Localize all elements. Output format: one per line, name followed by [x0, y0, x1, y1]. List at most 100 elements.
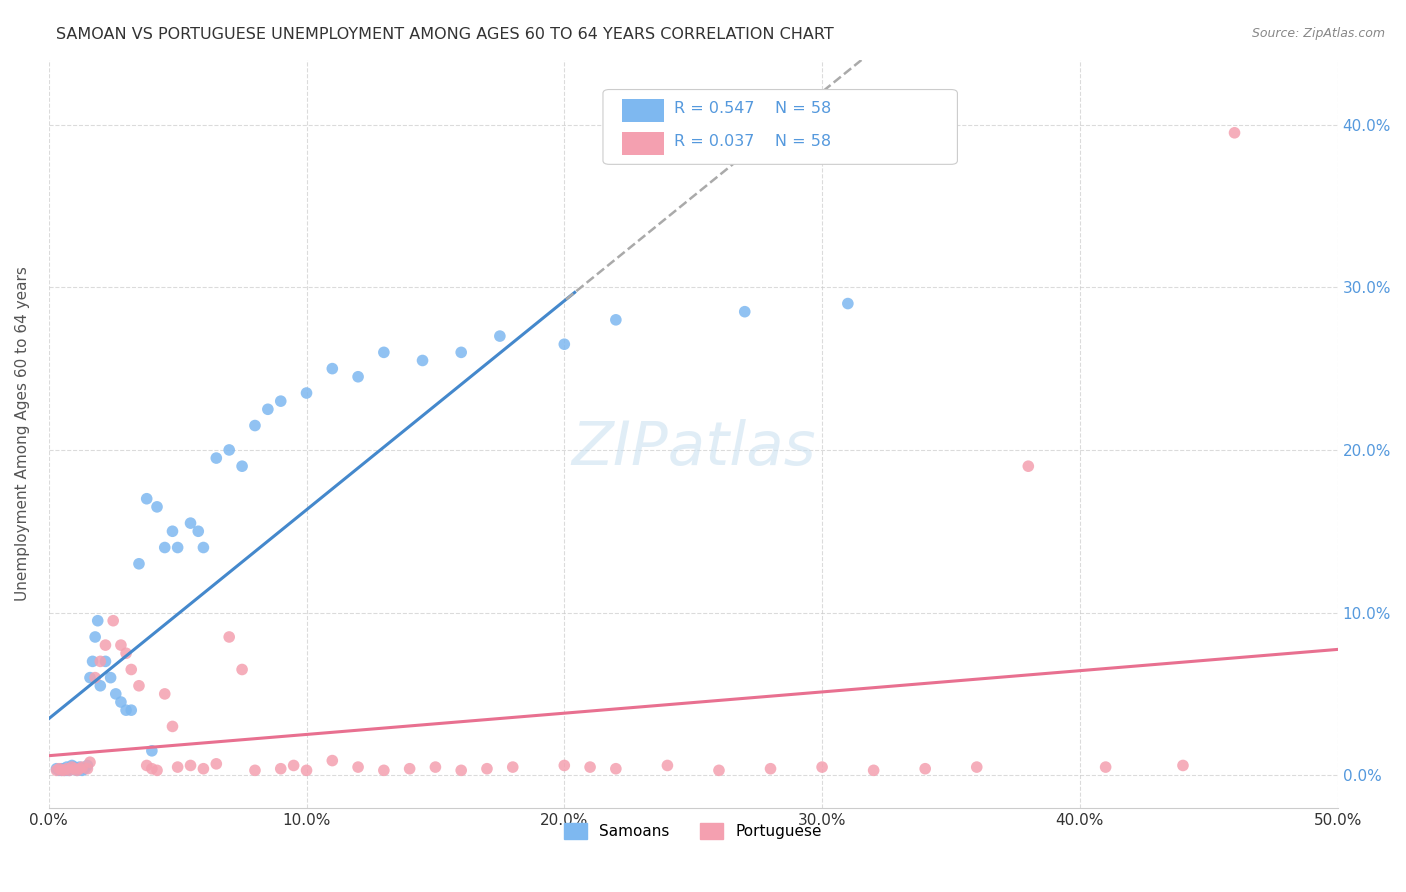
Point [489, 329, 512, 343]
FancyBboxPatch shape [623, 99, 664, 121]
Point [60, 760, 83, 774]
Point [73, 762, 96, 776]
Point [72, 760, 94, 774]
Point [373, 345, 395, 359]
Point [450, 345, 472, 359]
Point [60, 758, 83, 772]
Point [53, 764, 76, 778]
Point [63, 762, 86, 776]
Point [657, 758, 679, 772]
Point [502, 760, 524, 774]
Point [450, 764, 472, 778]
Point [58, 764, 80, 778]
Point [141, 762, 163, 776]
Point [66, 764, 89, 778]
Point [94, 654, 117, 668]
Point [231, 663, 253, 677]
Point [69, 762, 91, 776]
Text: R = 0.037    N = 58: R = 0.037 N = 58 [673, 134, 831, 149]
Point [187, 524, 209, 539]
Point [79, 755, 101, 769]
Point [45, 764, 67, 778]
Point [193, 541, 215, 555]
Point [373, 764, 395, 778]
Point [605, 313, 627, 327]
Point [347, 369, 370, 384]
Point [63, 760, 86, 774]
Point [398, 762, 420, 776]
Point [103, 614, 125, 628]
Point [166, 760, 188, 774]
Point [153, 687, 176, 701]
Point [79, 671, 101, 685]
Point [231, 459, 253, 474]
Point [51, 762, 73, 776]
Point [66, 764, 89, 778]
Legend: Samoans, Portuguese: Samoans, Portuguese [558, 817, 828, 845]
Point [759, 762, 782, 776]
Point [87, 614, 110, 628]
Text: Source: ZipAtlas.com: Source: ZipAtlas.com [1251, 27, 1385, 40]
Point [76, 758, 98, 772]
Point [135, 758, 157, 772]
Text: ZIPatlas: ZIPatlas [571, 419, 815, 478]
Point [84, 630, 107, 644]
Point [1171, 758, 1194, 772]
Point [89, 679, 111, 693]
Point [605, 762, 627, 776]
FancyBboxPatch shape [623, 132, 664, 154]
Point [412, 353, 434, 368]
Point [205, 756, 228, 771]
Point [48, 764, 70, 778]
FancyBboxPatch shape [603, 89, 957, 164]
Point [110, 638, 132, 652]
Point [862, 764, 884, 778]
Point [162, 524, 184, 539]
Point [1223, 126, 1246, 140]
Point [53, 764, 76, 778]
Point [218, 442, 240, 457]
Point [60, 760, 83, 774]
Point [553, 337, 575, 351]
Point [205, 451, 228, 466]
Point [243, 764, 266, 778]
Point [53, 762, 76, 776]
Point [72, 764, 94, 778]
Point [153, 541, 176, 555]
Point [321, 361, 343, 376]
Point [425, 760, 447, 774]
Point [553, 758, 575, 772]
Point [76, 762, 98, 776]
Point [180, 516, 202, 530]
Point [56, 762, 79, 776]
Point [475, 762, 498, 776]
Point [63, 762, 86, 776]
Point [218, 630, 240, 644]
Point [120, 703, 142, 717]
Point [120, 663, 142, 677]
Point [914, 762, 936, 776]
Point [94, 638, 117, 652]
Point [135, 491, 157, 506]
Point [966, 760, 988, 774]
Point [128, 557, 150, 571]
Point [166, 541, 188, 555]
Text: SAMOAN VS PORTUGUESE UNEMPLOYMENT AMONG AGES 60 TO 64 YEARS CORRELATION CHART: SAMOAN VS PORTUGUESE UNEMPLOYMENT AMONG … [56, 27, 834, 42]
Point [56, 760, 79, 774]
Point [51, 764, 73, 778]
Point [347, 760, 370, 774]
Point [1094, 760, 1116, 774]
Point [146, 500, 169, 514]
Point [162, 719, 184, 733]
Y-axis label: Unemployment Among Ages 60 to 64 years: Unemployment Among Ages 60 to 64 years [15, 266, 30, 601]
Point [180, 758, 202, 772]
Point [579, 760, 602, 774]
Point [128, 679, 150, 693]
Point [257, 402, 280, 417]
Point [193, 762, 215, 776]
Point [115, 703, 138, 717]
Point [141, 744, 163, 758]
Point [58, 764, 80, 778]
Point [51, 764, 73, 778]
Point [110, 695, 132, 709]
